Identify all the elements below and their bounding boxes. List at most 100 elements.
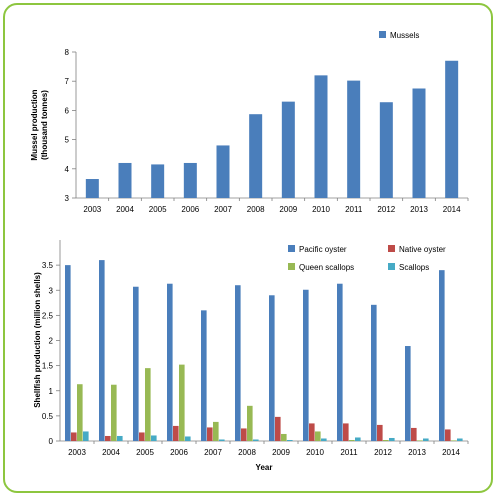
x-tick-label: 2003 <box>83 205 101 214</box>
bar-native-2012 <box>377 424 383 441</box>
bar-queen-2010 <box>315 431 321 441</box>
y-tick-label: 4 <box>65 165 70 174</box>
bar-mussels-2013 <box>412 88 426 198</box>
bar-queen-2003 <box>77 384 83 441</box>
bar-queen-2008 <box>247 405 253 441</box>
bar-queen-2006 <box>179 364 185 441</box>
bar-native-2003 <box>71 432 77 441</box>
legend-swatch-scallops <box>388 263 395 270</box>
x-tick-label: 2011 <box>345 205 363 214</box>
x-tick-label: 2003 <box>68 448 86 457</box>
bar-pacific-2007 <box>201 310 207 441</box>
x-tick-label: 2007 <box>204 448 222 457</box>
bar-mussels-2008 <box>249 114 263 198</box>
y-tick-label: 5 <box>65 136 70 145</box>
x-tick-label: 2006 <box>181 205 199 214</box>
bar-queen-2004 <box>111 384 117 441</box>
y-tick-label: 1 <box>49 387 54 396</box>
y-axis-title-line2: (thousand tonnes) <box>40 90 49 160</box>
bar-scallops-2013 <box>423 438 429 441</box>
y-tick-label: 7 <box>65 77 70 86</box>
legend-swatch-queen <box>288 263 295 270</box>
y-tick-label: 0.5 <box>42 412 54 421</box>
bar-pacific-2014 <box>439 270 445 441</box>
bar-native-2007 <box>207 427 213 441</box>
bar-native-2014 <box>445 429 451 441</box>
bar-mussels-2014 <box>445 60 459 199</box>
y-axis-title: Shellfish production (million shells) <box>33 272 42 408</box>
x-tick-label: 2009 <box>279 205 297 214</box>
x-tick-label: 2014 <box>442 448 460 457</box>
x-tick-label: 2014 <box>443 205 461 214</box>
bar-native-2004 <box>105 435 111 441</box>
bar-native-2009 <box>275 416 281 441</box>
legend-label-scallops: Scallops <box>399 263 429 272</box>
bar-mussels-2010 <box>314 75 328 198</box>
x-tick-label: 2010 <box>312 205 330 214</box>
bar-scallops-2010 <box>321 438 327 441</box>
bar-queen-2013 <box>417 440 423 441</box>
x-tick-label: 2013 <box>408 448 426 457</box>
bar-scallops-2008 <box>253 439 259 441</box>
legend-swatch-native <box>388 245 395 252</box>
legend-label-queen: Queen scallops <box>299 263 354 272</box>
x-tick-label: 2007 <box>214 205 232 214</box>
bar-mussels-2006 <box>183 162 197 198</box>
bar-native-2011 <box>343 423 349 441</box>
bar-scallops-2005 <box>151 435 157 441</box>
bar-pacific-2010 <box>303 289 309 441</box>
bar-mussels-2012 <box>379 102 393 198</box>
shellfish-chart: 0 0.5 1 1.5 2 2.5 3 3.5 2003 2004 2005 2006 2007 2008… <box>33 240 469 472</box>
bar-pacific-2013 <box>405 346 411 441</box>
x-tick-label: 2004 <box>102 448 120 457</box>
x-tick-label: 2006 <box>170 448 188 457</box>
bar-native-2010 <box>309 423 315 441</box>
y-tick-label: 8 <box>65 48 70 57</box>
y-tick-label: 3 <box>49 286 54 295</box>
bar-scallops-2011 <box>355 437 361 441</box>
bar-queen-2005 <box>145 368 151 441</box>
bar-pacific-2009 <box>269 295 275 441</box>
x-tick-label: 2005 <box>149 205 167 214</box>
y-tick-label: 2.5 <box>42 311 54 320</box>
mussel-chart: 3 4 5 6 7 8 2003 2004 2005 2006 2007 2008 2009 2010 20… <box>30 31 469 214</box>
bar-scallops-2004 <box>117 435 123 441</box>
bar-native-2006 <box>173 425 179 441</box>
legend-label-pacific: Pacific oyster <box>299 245 347 254</box>
bar-pacific-2008 <box>235 285 241 441</box>
legend-label-mussels: Mussels <box>390 31 419 40</box>
x-tick-label: 2012 <box>374 448 392 457</box>
bar-scallops-2014 <box>457 438 463 441</box>
y-tick-label: 2 <box>49 337 54 346</box>
legend-swatch-mussels <box>379 31 386 38</box>
x-tick-label: 2005 <box>136 448 154 457</box>
x-tick-label: 2009 <box>272 448 290 457</box>
bar-mussels-2011 <box>347 80 361 198</box>
y-tick-label: 0 <box>49 437 54 446</box>
x-tick-label: 2010 <box>306 448 324 457</box>
legend-label-native: Native oyster <box>399 245 446 254</box>
bar-queen-2011 <box>349 439 355 441</box>
x-axis-title: Year <box>256 463 273 472</box>
y-tick-label: 3 <box>65 194 70 203</box>
bar-pacific-2003 <box>65 265 71 441</box>
bar-queen-2014 <box>451 440 457 441</box>
x-tick-label: 2013 <box>410 205 428 214</box>
bar-mussels-2009 <box>281 101 295 198</box>
bar-scallops-2009 <box>287 439 293 441</box>
bar-pacific-2006 <box>167 283 173 441</box>
bar-native-2005 <box>139 432 145 441</box>
bar-native-2013 <box>411 427 417 441</box>
bar-queen-2009 <box>281 433 287 441</box>
x-tick-label: 2004 <box>116 205 134 214</box>
bar-pacific-2004 <box>99 260 105 441</box>
y-tick-label: 3.5 <box>42 261 54 270</box>
y-axis-title: Mussel production(thousand tonnes) <box>30 89 49 160</box>
bar-queen-2012 <box>383 439 389 441</box>
bar-scallops-2006 <box>185 436 191 441</box>
bar-mussels-2007 <box>216 145 230 198</box>
bar-mussels-2005 <box>151 164 165 198</box>
bar-queen-2007 <box>213 421 219 441</box>
bar-pacific-2005 <box>133 286 139 441</box>
